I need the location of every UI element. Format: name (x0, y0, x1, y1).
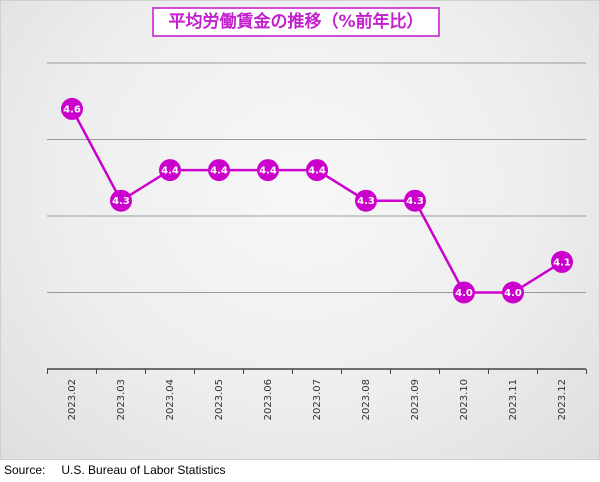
x-tick-label: 2023.03 (116, 379, 127, 420)
data-label: 4.4 (161, 166, 179, 177)
data-label: 4.0 (455, 288, 473, 299)
data-label: 4.1 (553, 257, 571, 268)
data-point (61, 97, 83, 120)
x-tick-label: 2023.09 (410, 379, 421, 420)
data-point (502, 281, 524, 304)
chart-title: 平均労働賃金の推移（%前年比） (152, 7, 440, 37)
x-tick-label: 2023.04 (165, 379, 176, 420)
x-tick-label: 2023.06 (263, 379, 274, 420)
data-point (404, 189, 426, 212)
data-label: 4.4 (259, 166, 277, 177)
data-point (453, 281, 475, 304)
chart-plot: 2023.02 2023.03 2023.04 2023.05 2023.06 2023.… (47, 62, 587, 420)
x-tick-label: 2023.08 (361, 379, 372, 420)
data-point (257, 159, 279, 182)
x-tick-label: 2023.11 (508, 379, 519, 420)
x-tick-label: 2023.10 (459, 379, 470, 420)
data-label: 4.0 (504, 288, 522, 299)
source-note: Source: U.S. Bureau of Labor Statistics (4, 463, 225, 477)
x-axis-ticks (47, 369, 587, 374)
x-tick-labels: 2023.02 2023.03 2023.04 2023.05 2023.06 2023.… (67, 379, 568, 420)
data-point (208, 159, 230, 182)
source-label: Source: (4, 463, 46, 477)
data-label: 4.4 (308, 166, 326, 177)
data-point (159, 159, 181, 182)
series-line (70, 108, 563, 294)
data-label: 4.4 (210, 166, 228, 177)
data-label: 4.6 (63, 104, 81, 115)
x-tick-label: 2023.05 (214, 379, 225, 420)
x-tick-label: 2023.07 (312, 379, 323, 420)
data-label: 4.3 (406, 196, 424, 207)
x-tick-label: 2023.02 (67, 379, 78, 420)
data-point (110, 189, 132, 212)
x-tick-label: 2023.12 (557, 379, 568, 420)
data-point (355, 189, 377, 212)
data-point (306, 159, 328, 182)
chart-panel (0, 0, 600, 460)
data-point (551, 250, 573, 273)
data-label: 4.3 (357, 196, 375, 207)
source-text: U.S. Bureau of Labor Statistics (61, 463, 226, 477)
data-label: 4.3 (112, 196, 130, 207)
